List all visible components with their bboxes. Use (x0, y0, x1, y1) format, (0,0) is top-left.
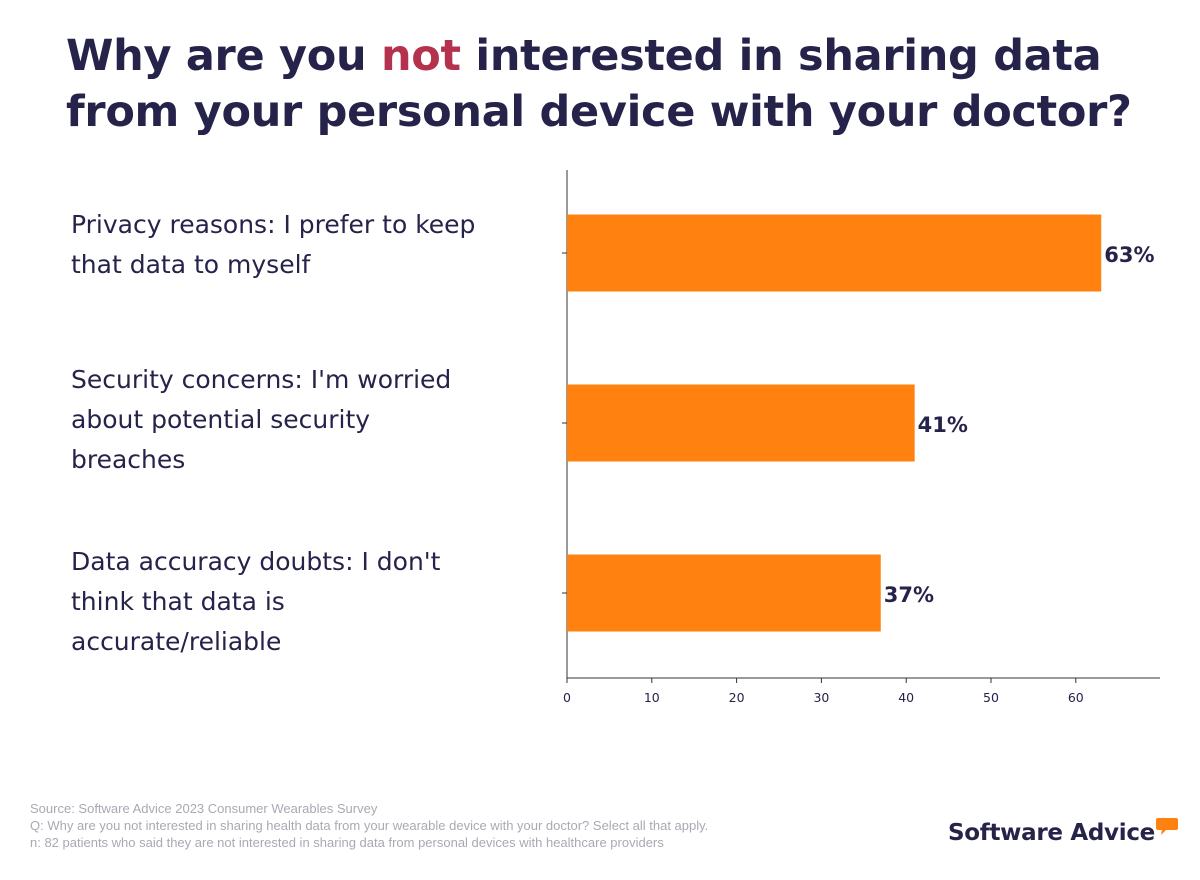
chart-title: Why are you not interested in sharing da… (66, 28, 1176, 140)
x-tick-label: 50 (983, 690, 999, 705)
category-label-line: Security concerns: I'm worried (71, 365, 452, 394)
category-label-line: Privacy reasons: I prefer to keep (71, 210, 476, 239)
question-note: Q: Why are you not interested in sharing… (30, 818, 709, 833)
category-label-line: that data to myself (71, 250, 311, 279)
source-note: Source: Software Advice 2023 Consumer We… (30, 801, 378, 816)
bar-chart: 0 10 20 30 40 50 60 63% 41% 37% (562, 170, 1160, 705)
x-tick-label: 0 (563, 690, 571, 705)
category-label-line: about potential security (71, 405, 371, 434)
title-highlight: not (380, 31, 461, 81)
logo-text: Software Advice (948, 820, 1155, 846)
category-label: Security concerns: I'm worried about pote… (71, 360, 521, 480)
footer-notes: Source: Software Advice 2023 Consumer We… (30, 800, 890, 851)
category-label-line: Data accuracy doubts: I don't (71, 547, 441, 576)
category-label-line: breaches (71, 445, 186, 474)
bar (567, 384, 915, 462)
software-advice-logo: Software Advice (948, 816, 1178, 850)
x-tick-label: 60 (1068, 690, 1084, 705)
data-label: 37% (884, 583, 934, 607)
bar (567, 554, 881, 632)
bar (567, 214, 1102, 292)
sample-note: n: 82 patients who said they are not int… (30, 835, 664, 850)
data-label: 63% (1104, 243, 1154, 267)
speech-bubble-icon (1155, 818, 1178, 835)
title-part-1: Why are you (66, 31, 381, 81)
data-label: 41% (918, 413, 968, 437)
x-tick-label: 30 (813, 690, 829, 705)
x-tick-label: 10 (644, 690, 660, 705)
category-label-line: think that data is (71, 587, 285, 616)
category-label: Privacy reasons: I prefer to keep that da… (71, 205, 521, 285)
category-label-line: accurate/reliable (71, 627, 282, 656)
title-part-2: interested in sharing data from your per… (66, 31, 1132, 137)
x-tick-label: 20 (729, 690, 745, 705)
category-label: Data accuracy doubts: I don't think that … (71, 542, 521, 662)
x-tick-label: 40 (898, 690, 914, 705)
